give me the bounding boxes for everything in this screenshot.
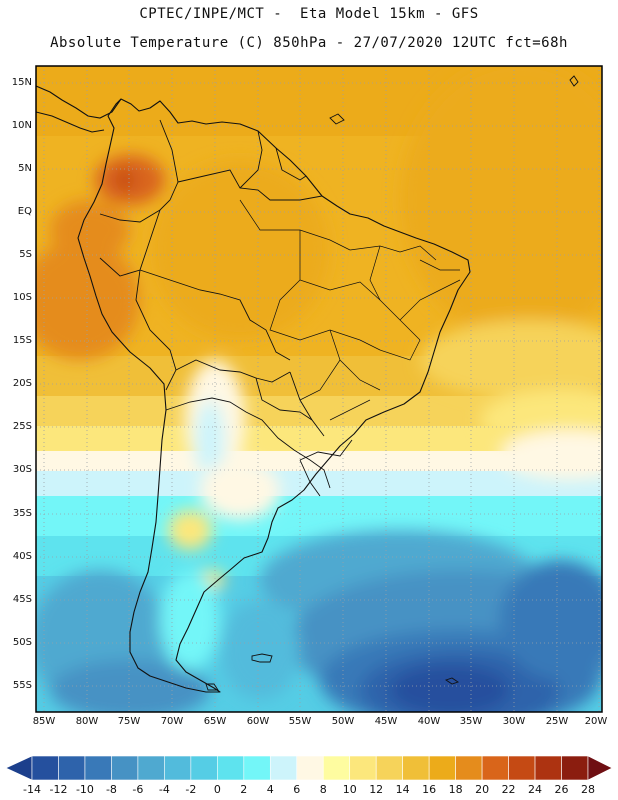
lon-label: 85W — [32, 716, 56, 727]
lon-label: 60W — [246, 716, 270, 727]
lat-label: 15N — [11, 77, 32, 88]
colorbar-swatch — [428, 755, 456, 781]
colorbar-swatch — [243, 755, 271, 781]
colorbar-swatch — [58, 755, 86, 781]
country-borders — [99, 119, 353, 497]
colorbar-swatch — [375, 755, 403, 781]
colorbar-swatch — [481, 755, 509, 781]
colorbar-tick-label: 20 — [475, 783, 490, 796]
colorbar-swatch — [137, 755, 165, 781]
lat-label: 15S — [12, 335, 32, 346]
colorbar-swatch — [322, 755, 351, 781]
colorbar-tick-label: -14 — [23, 783, 41, 796]
lat-label: 10S — [12, 292, 32, 303]
colorbar-tick-label: 22 — [501, 783, 516, 796]
colorbar-tick-label: -8 — [105, 783, 117, 796]
colorbar-swatch — [561, 755, 589, 781]
lon-label: 70W — [160, 716, 184, 727]
colorbar-tick-label: 26 — [554, 783, 569, 796]
colorbar-tick-label: 8 — [319, 783, 327, 796]
lon-label: 50W — [331, 716, 355, 727]
colorbar-swatch — [111, 755, 139, 781]
colorbar-swatch — [534, 755, 562, 781]
lat-label: 50S — [12, 637, 32, 648]
colorbar-tick-label: -12 — [49, 783, 68, 796]
colorbar-swatch — [31, 755, 59, 781]
colorbar-arrow-low — [5, 755, 33, 781]
colorbar — [5, 755, 613, 781]
lon-label: 45W — [374, 716, 398, 727]
colorbar-swatch — [84, 755, 112, 781]
lon-label: 80W — [75, 716, 99, 727]
lat-label: 5N — [18, 163, 32, 174]
lat-label: 30S — [12, 464, 32, 475]
lon-label: 55W — [288, 716, 312, 727]
colorbar-swatch — [455, 755, 483, 781]
colorbar-tick-label: -2 — [185, 783, 197, 796]
lon-label: 40W — [417, 716, 441, 727]
colorbar-swatch — [349, 755, 377, 781]
colorbar-swatch — [296, 755, 324, 781]
colorbar-swatch — [164, 755, 192, 781]
colorbar-tick-label: -6 — [132, 783, 144, 796]
lon-label: 75W — [117, 716, 141, 727]
central-america-coastline — [36, 85, 122, 119]
lon-label: 25W — [545, 716, 569, 727]
colorbar-tick-label: 28 — [581, 783, 595, 796]
colorbar-arrow-high — [587, 755, 613, 781]
colorbar-tick-label: 18 — [448, 783, 463, 796]
colorbar-tick-label: 16 — [422, 783, 437, 796]
title-line-1: CPTEC/INPE/MCT - Eta Model 15km - GFS — [139, 6, 479, 22]
colorbar-tick-label: 12 — [369, 783, 384, 796]
lat-label: 25S — [12, 421, 32, 432]
lat-label: 5S — [19, 249, 32, 260]
colorbar-swatch — [217, 755, 245, 781]
lat-label: EQ — [17, 206, 32, 217]
title-line-2: Absolute Temperature (C) 850hPa - 27/07/… — [50, 35, 568, 51]
colorbar-tick-label: 0 — [213, 783, 221, 796]
colorbar-tick-label: 6 — [293, 783, 301, 796]
colorbar-swatch — [402, 755, 430, 781]
colorbar-swatch — [190, 755, 218, 781]
colorbar-tick-label: -10 — [75, 783, 94, 796]
colorbar-swatch — [508, 755, 536, 781]
colorbar-tick-label: -4 — [158, 783, 170, 796]
lon-label: 35W — [459, 716, 483, 727]
lon-label: 30W — [502, 716, 526, 727]
colorbar-tick-label: 24 — [528, 783, 543, 796]
lon-label: 65W — [203, 716, 227, 727]
colorbar-tick-label: 4 — [266, 783, 274, 796]
lat-label: 20S — [12, 378, 32, 389]
lon-label: 20W — [584, 716, 608, 727]
lat-label: 35S — [12, 508, 32, 519]
lat-label: 40S — [12, 551, 32, 562]
colorbar-tick-label: 2 — [240, 783, 248, 796]
colorbar-tick-label: 14 — [395, 783, 410, 796]
colorbar-swatch — [269, 755, 298, 781]
lat-label: 55S — [12, 680, 32, 691]
map-frame — [35, 65, 603, 713]
colorbar-tick-label: 10 — [342, 783, 357, 796]
lat-label: 10N — [11, 120, 32, 131]
temperature-field — [36, 66, 602, 712]
lat-label: 45S — [12, 594, 32, 605]
